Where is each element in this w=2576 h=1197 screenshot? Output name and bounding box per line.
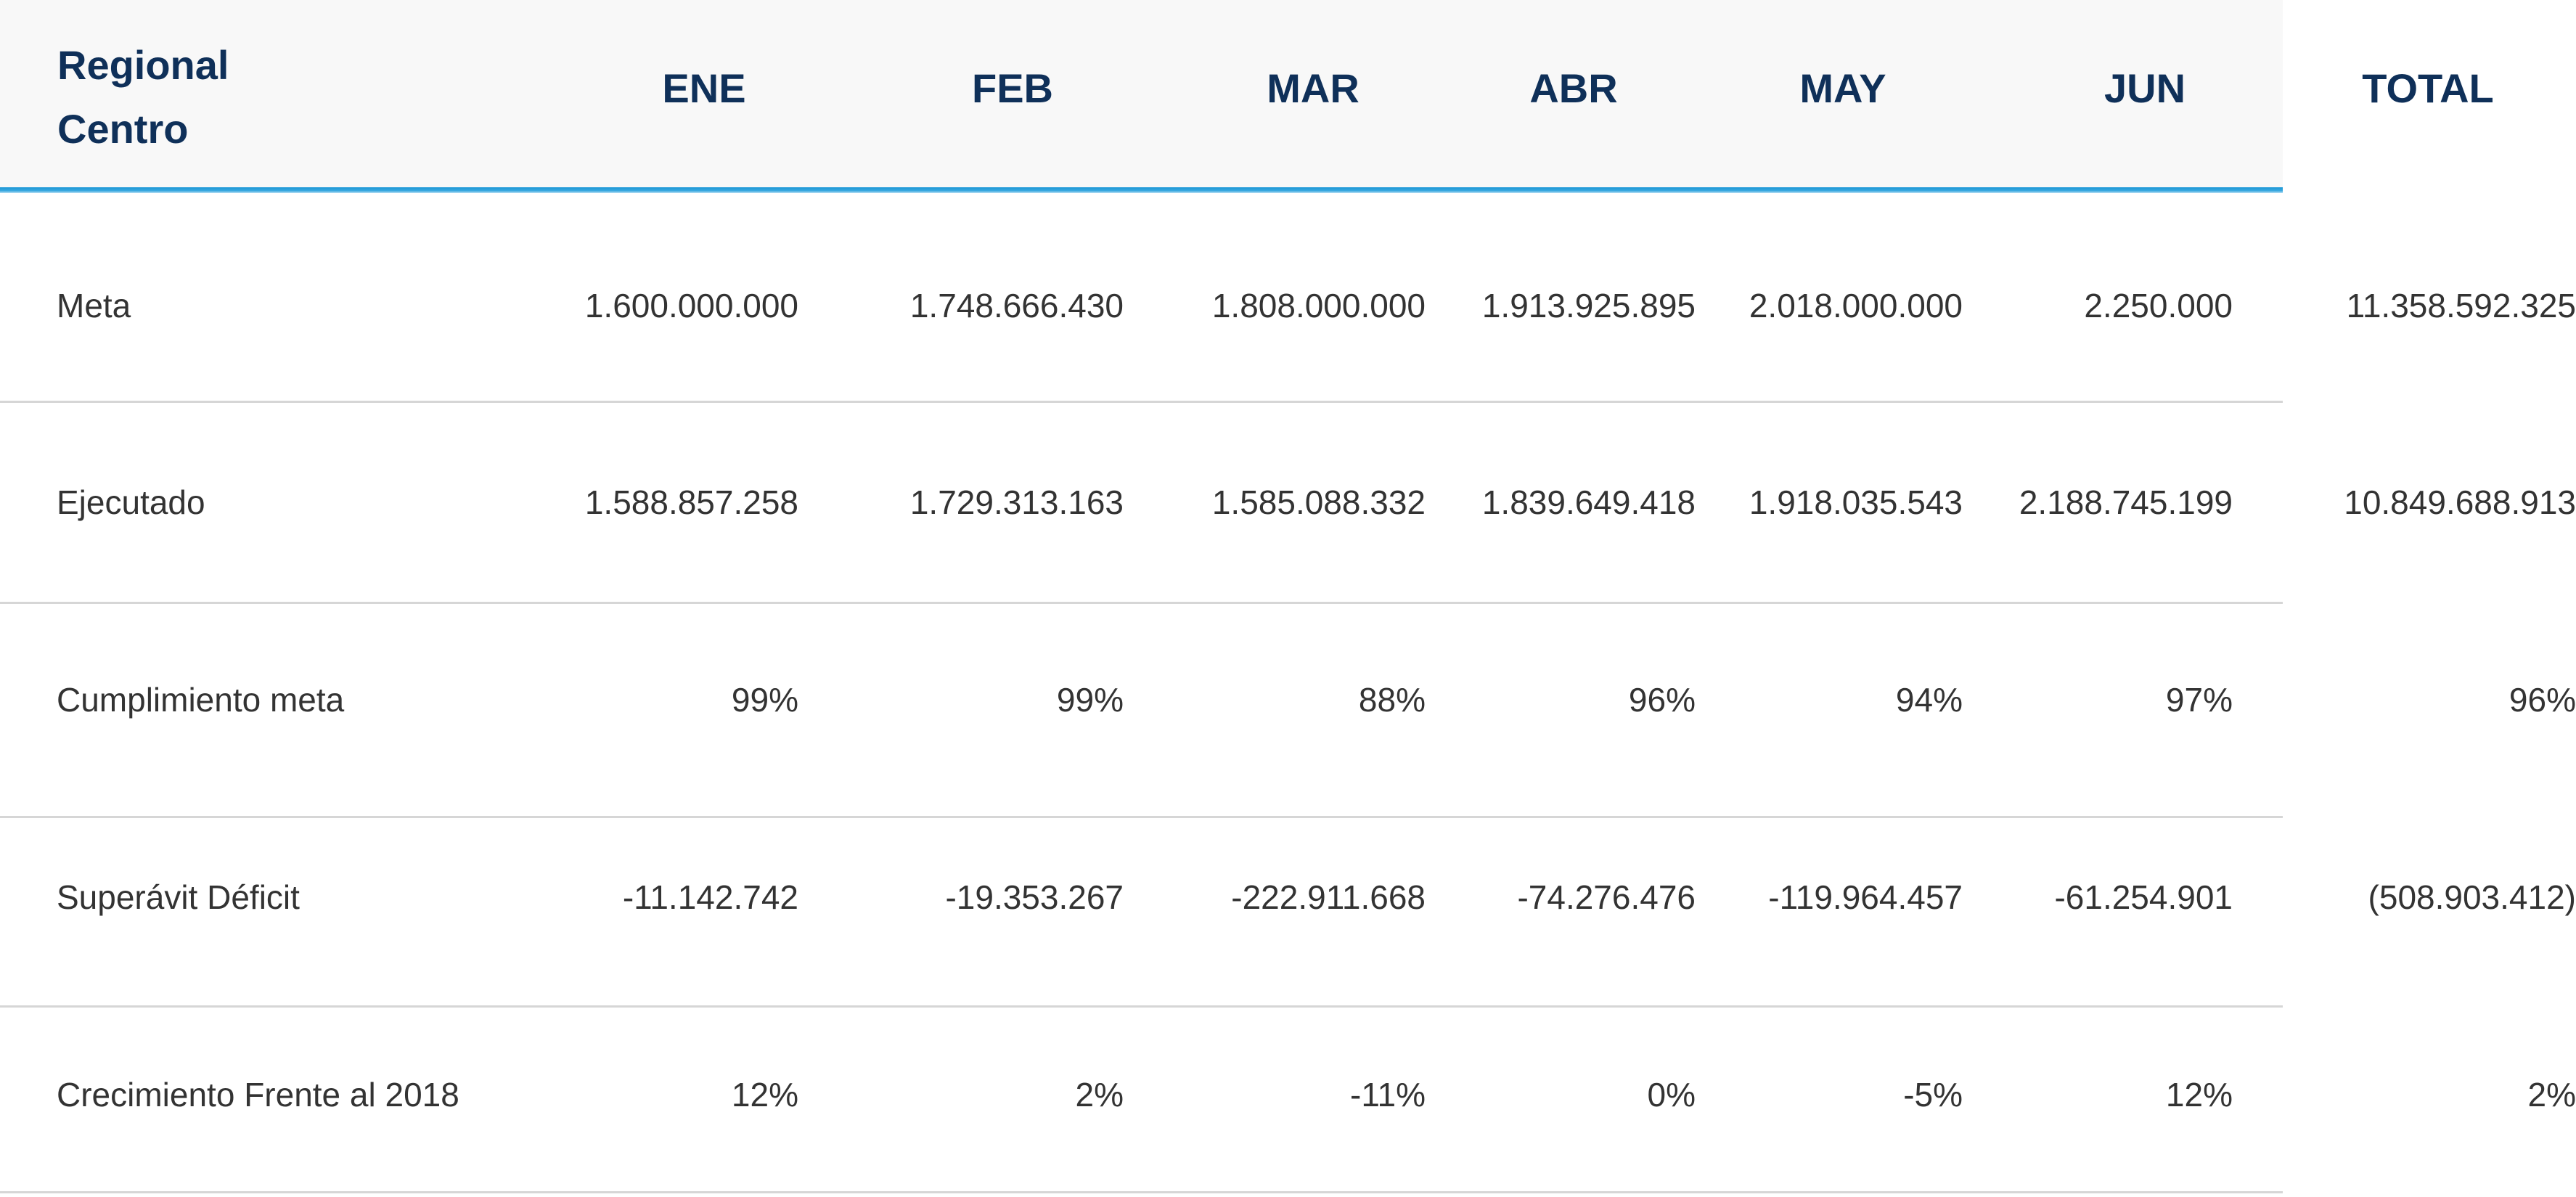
- table-cell: 94%: [1895, 681, 1963, 719]
- table-cell: 1.839.649.418: [1481, 483, 1696, 521]
- table-cell: 88%: [1358, 681, 1426, 719]
- table-cell: 99%: [731, 681, 798, 719]
- table-cell: 11.358.592.325: [2346, 287, 2576, 324]
- table-cell: 1.729.313.163: [909, 483, 1124, 521]
- table-cell: 12%: [731, 1076, 798, 1114]
- table-cell: 99%: [1056, 681, 1124, 719]
- table-cell: -119.964.457: [1768, 878, 1963, 916]
- table-cell: 1.585.088.332: [1211, 483, 1426, 521]
- row-divider: [0, 816, 2283, 818]
- header-accent-line: [0, 187, 2283, 193]
- row-label: Ejecutado: [57, 483, 205, 521]
- table-cell: 2%: [2527, 1076, 2576, 1114]
- table-cell: -11%: [1350, 1076, 1426, 1114]
- row-divider: [0, 1005, 2283, 1008]
- table-cell: 1.918.035.543: [1749, 483, 1963, 521]
- table-cell: 0%: [1647, 1076, 1696, 1114]
- column-header-jun: JUN: [2103, 65, 2186, 111]
- table-cell: 12%: [2165, 1076, 2233, 1114]
- table-header-background: [0, 0, 2283, 190]
- table-cell: -74.276.476: [1517, 878, 1696, 916]
- table-cell: 96%: [1628, 681, 1696, 719]
- table-cell: 1.588.857.258: [584, 483, 798, 521]
- row-divider: [0, 1191, 2283, 1193]
- column-header-ene: ENE: [662, 65, 746, 111]
- table-cell: (508.903.412): [2368, 878, 2576, 916]
- column-header-total: TOTAL: [2362, 65, 2494, 111]
- table-cell: -5%: [1903, 1076, 1963, 1114]
- row-label: Meta: [57, 287, 131, 324]
- table-cell: 10.849.688.913: [2344, 483, 2576, 521]
- column-header-may: MAY: [1799, 65, 1886, 111]
- column-header-abr: ABR: [1529, 65, 1618, 111]
- table-cell: 2%: [1075, 1076, 1124, 1114]
- table-cell: 2.018.000.000: [1749, 287, 1963, 324]
- table-cell: -222.911.668: [1231, 878, 1426, 916]
- table-cell: 1.808.000.000: [1211, 287, 1426, 324]
- row-label: Superávit Déficit: [57, 878, 300, 916]
- table-cell: 1.600.000.000: [584, 287, 798, 324]
- table-cell: 1.913.925.895: [1481, 287, 1696, 324]
- table-cell: 97%: [2165, 681, 2233, 719]
- column-header-mar: MAR: [1267, 65, 1359, 111]
- table-cell: -61.254.901: [2054, 878, 2233, 916]
- row-divider: [0, 602, 2283, 604]
- table-cell: -19.353.267: [945, 878, 1124, 916]
- table-cell: 2.188.745.199: [2019, 483, 2233, 521]
- column-header-feb: FEB: [972, 65, 1053, 111]
- row-divider: [0, 401, 2283, 403]
- table-cell: -11.142.742: [622, 878, 798, 916]
- table-cell: 1.748.666.430: [909, 287, 1124, 324]
- row-label: Crecimiento Frente al 2018: [57, 1076, 459, 1114]
- row-label: Cumplimiento meta: [57, 681, 345, 719]
- table-cell: 96%: [2508, 681, 2576, 719]
- corner-header: Regional Centro: [57, 42, 229, 152]
- table-cell: 2.250.000: [2084, 287, 2233, 324]
